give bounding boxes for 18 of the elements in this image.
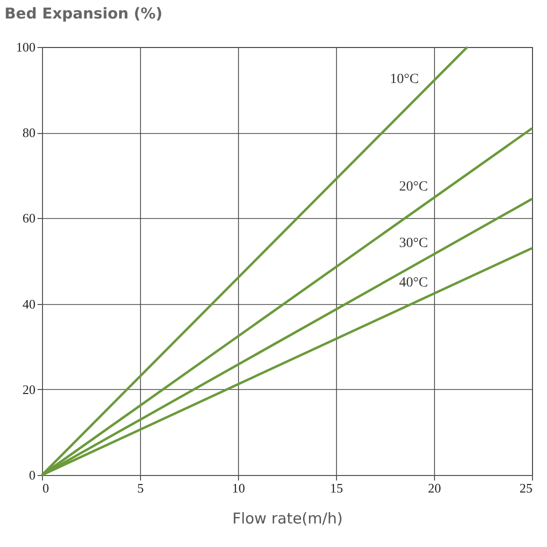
x-tick-label: 15 (330, 480, 343, 496)
x-tick-label: 20 (428, 480, 441, 496)
x-tick-label: 5 (137, 480, 144, 496)
series-label: 40°C (399, 276, 428, 291)
y-tick-label: 100 (16, 40, 36, 54)
y-tick-label: 60 (22, 210, 36, 226)
x-tick-label: 25 (520, 480, 532, 496)
y-tick-label: 80 (22, 125, 36, 140)
y-axis-title: Bed Expansion (%) (4, 4, 163, 22)
x-tick-label: 10 (232, 480, 245, 496)
x-axis-title: Flow rate(m/h) (232, 510, 343, 528)
y-tick-label: 20 (22, 382, 36, 397)
series-label: 30°C (399, 236, 428, 252)
y-tick-label: 0 (29, 468, 36, 482)
y-tick-label: 40 (22, 296, 36, 312)
series-label: 20°C (399, 180, 428, 195)
x-tick-label: 0 (42, 480, 49, 496)
series-label: 10°C (390, 72, 419, 87)
